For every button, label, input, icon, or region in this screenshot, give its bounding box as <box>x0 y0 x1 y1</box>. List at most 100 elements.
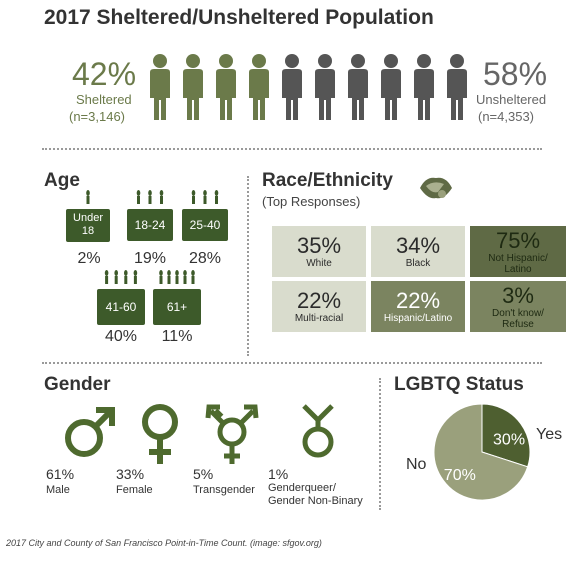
race-pct: 3% <box>502 282 534 308</box>
race-pct: 22% <box>395 288 441 313</box>
gender-label-genderqueer: Genderqueer/ Gender Non-Binary <box>268 482 363 507</box>
pie-label-yes: Yes <box>536 426 563 443</box>
candle-flame <box>159 190 164 196</box>
candle-flame <box>203 190 207 196</box>
candle <box>203 196 207 204</box>
age-label-18-24: 18-24 <box>134 218 166 232</box>
gender-value-genderqueer: 1% <box>268 466 289 482</box>
candles-icon <box>191 190 219 204</box>
candle-flame <box>133 270 138 276</box>
sheltered-percent: 42% <box>72 56 137 92</box>
gender-label-male: Male <box>46 484 70 496</box>
candle <box>159 276 163 284</box>
age-label-25-40: 25-40 <box>189 218 221 232</box>
race-pct: 34% <box>395 233 441 258</box>
person-icon-sheltered <box>183 54 203 120</box>
age-value-18-24: 19% <box>133 250 167 267</box>
candles-icon <box>104 270 138 284</box>
age-value-under-18: 2% <box>77 250 101 267</box>
handshake-icon <box>420 177 452 199</box>
race-pct: 35% <box>296 233 342 258</box>
candle-flame <box>175 270 179 276</box>
candle-flame <box>183 270 187 276</box>
gender-label-female: Female <box>116 484 153 496</box>
candle-flame <box>191 190 196 196</box>
candle <box>124 276 128 284</box>
race-cell-multi-racial: 22% Multi-racial <box>272 281 366 332</box>
candle <box>148 196 152 204</box>
age-label-61-plus: 61+ <box>166 300 188 314</box>
person-icon-sheltered <box>216 54 236 120</box>
sheltered-count: (n=3,146) <box>69 109 126 124</box>
person-icon-sheltered <box>150 54 170 120</box>
candle-flame <box>114 270 118 276</box>
divider-vertical-mid <box>247 176 249 356</box>
divider-vertical-bottom <box>379 378 381 510</box>
race-label: Not Hispanic/ Latino <box>488 252 548 275</box>
race-cell-black: 34% Black <box>371 226 465 277</box>
candle <box>160 196 163 204</box>
candle <box>175 276 179 284</box>
person-icon-unsheltered <box>315 54 335 120</box>
person-icon-unsheltered <box>381 54 401 120</box>
candle-flame <box>167 270 171 276</box>
divider-bottom <box>42 362 542 364</box>
age-cake-61-plus: 61+ <box>153 270 201 325</box>
race-label: White <box>306 258 332 269</box>
candle <box>133 276 137 284</box>
age-value-41-60: 40% <box>104 328 138 345</box>
male-icon <box>65 407 115 457</box>
candle <box>105 276 109 284</box>
candle <box>167 276 171 284</box>
age-label-under-18: Under 18 <box>73 212 103 237</box>
unsheltered-label: Unsheltered <box>476 92 547 107</box>
person-icon-unsheltered <box>282 54 302 120</box>
caption: 2017 City and County of San Francisco Po… <box>6 538 322 548</box>
candles-icon <box>159 270 195 284</box>
candle <box>192 196 195 204</box>
race-pct: 75% <box>495 227 541 253</box>
person-icon-unsheltered <box>414 54 434 120</box>
race-cell-not-hispanic: 75% Not Hispanic/ Latino <box>470 226 566 277</box>
gender-label-transgender: Transgender <box>193 484 255 496</box>
person-icon-unsheltered <box>348 54 368 120</box>
candle-flame <box>214 190 219 196</box>
race-subtitle: (Top Responses) <box>262 194 361 209</box>
lgbtq-title: LGBTQ Status <box>394 374 524 395</box>
candle-flame <box>159 270 163 276</box>
gender-value-male: 61% <box>46 466 75 482</box>
candle-flame <box>124 270 128 276</box>
people-pictogram <box>150 54 467 120</box>
gender-value-female: 33% <box>116 466 145 482</box>
race-label: Hispanic/Latino <box>383 313 453 324</box>
age-cake-under-18: Under 18 <box>66 190 110 242</box>
gender-value-transgender: 5% <box>193 466 214 482</box>
sheltered-label: Sheltered <box>76 92 132 107</box>
candles-icon <box>136 190 164 204</box>
age-label-41-60: 41-60 <box>105 300 137 314</box>
candle-flame <box>148 190 152 196</box>
race-label: Black <box>405 258 431 269</box>
transgender-icon <box>205 404 259 464</box>
pie-slice-no <box>433 403 529 501</box>
unsheltered-percent: 58% <box>483 56 548 92</box>
age-cake-18-24: 18-24 <box>127 190 173 241</box>
age-title: Age <box>44 170 80 191</box>
race-pct: 22% <box>296 288 342 313</box>
candle <box>191 276 195 284</box>
pie-label-no: No <box>406 456 427 473</box>
age-cake-41-60: 41-60 <box>97 270 145 325</box>
candle <box>137 196 140 204</box>
race-label: Don't know/ Refuse <box>492 307 544 330</box>
person-icon-sheltered <box>249 54 269 120</box>
age-cake-25-40: 25-40 <box>182 190 228 241</box>
gender-title: Gender <box>44 374 111 395</box>
candle <box>215 196 218 204</box>
race-label: Multi-racial <box>294 313 344 324</box>
age-value-61-plus: 11% <box>161 328 193 345</box>
candles-icon <box>86 190 90 204</box>
main-title: 2017 Sheltered/Unsheltered Population <box>44 6 434 29</box>
race-title: Race/Ethnicity <box>262 170 393 191</box>
divider-top <box>42 148 542 150</box>
race-grid: 35% White 34% Black 75% Not Hispanic/ La… <box>272 226 566 332</box>
